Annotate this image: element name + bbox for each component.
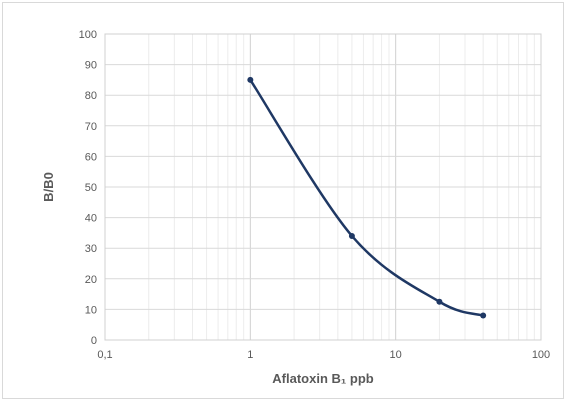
- y-tick-label: 60: [85, 151, 97, 163]
- series-layer: [247, 76, 487, 319]
- y-tick-label: 30: [85, 243, 97, 255]
- y-tick-label: 20: [85, 274, 97, 286]
- y-tick-label: 90: [85, 60, 97, 72]
- y-tick-label: 100: [79, 29, 97, 41]
- plot-border-rect: [104, 33, 542, 341]
- x-tick-label: 1: [247, 349, 253, 361]
- major-gridlines: [104, 33, 542, 341]
- y-tick-label: 40: [85, 213, 97, 225]
- y-tick-label: 70: [85, 121, 97, 133]
- y-tick-label: 50: [85, 182, 97, 194]
- y-tick-label: 0: [91, 335, 97, 347]
- plot-area-border: [104, 33, 542, 341]
- y-tick-label: 10: [85, 304, 97, 316]
- y-tick-label: 80: [85, 90, 97, 102]
- data-point: [348, 232, 355, 239]
- x-axis-tick-labels: 0,1 1 10 100: [97, 349, 550, 361]
- x-tick-label: 0,1: [97, 349, 112, 361]
- y-axis-tick-labels: 0 10 20 30 40 50 60 70 80 90 100: [79, 29, 97, 347]
- data-point: [480, 312, 487, 319]
- chart-svg: 0 10 20 30 40 50 60 70 80 90 100 0,1 1 10 100 B/B0 Af…: [41, 29, 550, 386]
- y-axis-title: B/B0: [41, 172, 56, 202]
- data-point: [436, 298, 443, 305]
- series-line: [249, 78, 485, 317]
- x-tick-label: 10: [390, 349, 402, 361]
- chart-frame: 0 10 20 30 40 50 60 70 80 90 100 0,1 1 10 100 B/B0 Af…: [2, 2, 564, 399]
- data-point: [247, 76, 254, 83]
- x-tick-label: 100: [532, 349, 550, 361]
- x-axis-title: Aflatoxin B₁ ppb: [272, 371, 373, 386]
